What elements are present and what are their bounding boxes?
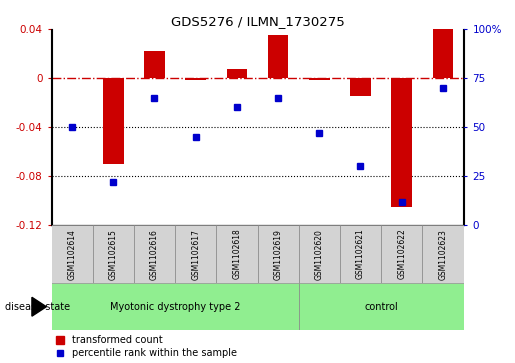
Bar <box>52 225 93 283</box>
Text: Myotonic dystrophy type 2: Myotonic dystrophy type 2 <box>110 302 241 312</box>
Bar <box>433 29 453 78</box>
Text: GSM1102616: GSM1102616 <box>150 229 159 280</box>
Text: disease state: disease state <box>5 302 70 312</box>
Bar <box>391 78 412 207</box>
Bar <box>381 225 422 283</box>
Bar <box>258 225 299 283</box>
Text: GSM1102614: GSM1102614 <box>67 229 77 280</box>
Legend: transformed count, percentile rank within the sample: transformed count, percentile rank withi… <box>56 335 237 358</box>
Title: GDS5276 / ILMN_1730275: GDS5276 / ILMN_1730275 <box>170 15 345 28</box>
Text: GSM1102615: GSM1102615 <box>109 229 118 280</box>
Text: GSM1102620: GSM1102620 <box>315 229 324 280</box>
Bar <box>175 225 216 283</box>
Text: GSM1102621: GSM1102621 <box>356 229 365 280</box>
Bar <box>299 225 340 283</box>
Bar <box>268 35 288 78</box>
Text: GSM1102617: GSM1102617 <box>191 229 200 280</box>
Bar <box>299 283 464 330</box>
Text: GSM1102618: GSM1102618 <box>232 229 242 280</box>
Text: GSM1102623: GSM1102623 <box>438 229 448 280</box>
Bar <box>93 225 134 283</box>
Bar <box>422 225 464 283</box>
Bar <box>185 78 206 81</box>
Bar <box>144 51 165 78</box>
Bar <box>134 225 175 283</box>
Bar <box>340 225 381 283</box>
Bar <box>350 78 371 97</box>
Text: control: control <box>364 302 398 312</box>
Bar <box>309 78 330 81</box>
Text: GSM1102622: GSM1102622 <box>397 229 406 280</box>
Bar <box>216 225 258 283</box>
Bar <box>52 283 299 330</box>
Bar <box>227 69 247 78</box>
Polygon shape <box>32 297 46 316</box>
Text: GSM1102619: GSM1102619 <box>273 229 283 280</box>
Bar <box>103 78 124 164</box>
